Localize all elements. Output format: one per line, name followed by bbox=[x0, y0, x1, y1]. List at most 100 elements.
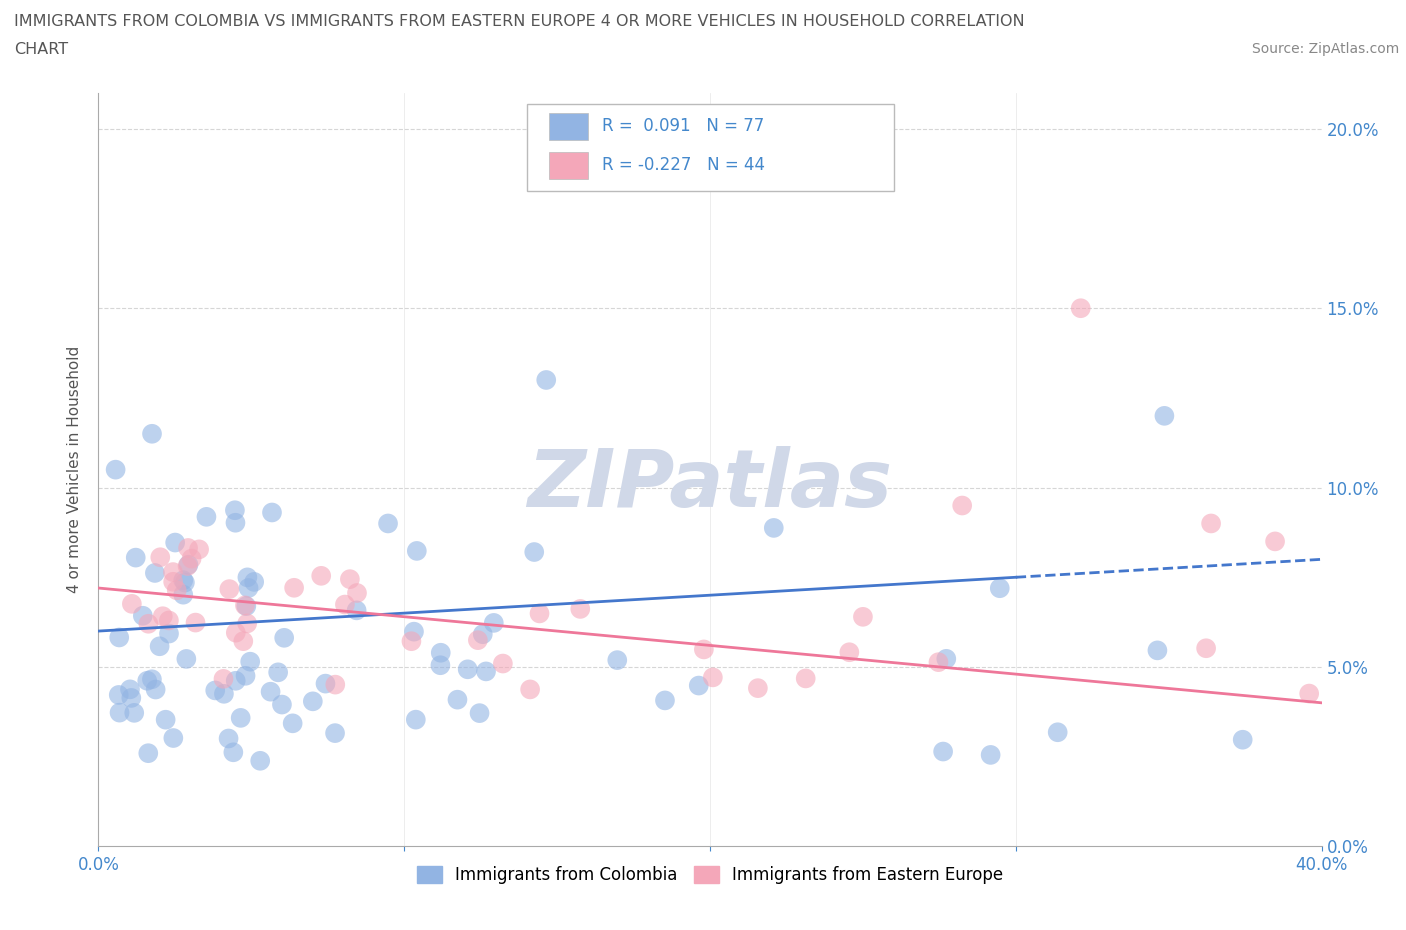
Point bbox=[122, 706, 145, 721]
Point bbox=[195, 510, 218, 525]
Point bbox=[429, 658, 451, 672]
Point bbox=[166, 583, 188, 598]
Point bbox=[235, 669, 257, 684]
Point bbox=[225, 673, 247, 688]
Point bbox=[523, 545, 546, 560]
Point bbox=[157, 613, 180, 628]
Point bbox=[323, 677, 346, 692]
Point bbox=[239, 654, 262, 669]
Point bbox=[1153, 408, 1175, 423]
Point bbox=[165, 535, 187, 550]
Point bbox=[323, 725, 346, 740]
Point bbox=[243, 575, 266, 590]
Point bbox=[236, 616, 259, 631]
Point bbox=[259, 684, 281, 699]
Point bbox=[271, 698, 294, 712]
Point bbox=[229, 711, 252, 725]
Point bbox=[606, 653, 628, 668]
Text: R =  0.091   N = 77: R = 0.091 N = 77 bbox=[602, 117, 765, 135]
Point bbox=[1199, 516, 1222, 531]
Point bbox=[232, 633, 254, 648]
Point bbox=[138, 617, 160, 631]
Point bbox=[120, 690, 142, 705]
Point bbox=[177, 557, 200, 572]
Text: R = -0.227   N = 44: R = -0.227 N = 44 bbox=[602, 156, 765, 174]
Point bbox=[932, 744, 955, 759]
Point bbox=[283, 580, 305, 595]
Point bbox=[273, 631, 295, 645]
Point bbox=[950, 498, 973, 513]
Point bbox=[136, 673, 159, 688]
Point bbox=[301, 694, 323, 709]
Point bbox=[162, 565, 184, 579]
Point bbox=[176, 652, 198, 667]
Point bbox=[405, 712, 427, 727]
Text: IMMIGRANTS FROM COLOMBIA VS IMMIGRANTS FROM EASTERN EUROPE 4 OR MORE VEHICLES IN: IMMIGRANTS FROM COLOMBIA VS IMMIGRANTS F… bbox=[14, 14, 1025, 29]
Point bbox=[212, 686, 235, 701]
Point bbox=[176, 559, 198, 574]
Bar bbox=[548, 152, 588, 179]
Point bbox=[218, 581, 240, 596]
Point bbox=[838, 644, 860, 659]
Point bbox=[794, 671, 817, 685]
Point bbox=[162, 731, 184, 746]
Point bbox=[429, 645, 451, 660]
Point bbox=[104, 462, 127, 477]
Point bbox=[980, 748, 1002, 763]
Point bbox=[184, 615, 207, 630]
Point bbox=[224, 503, 246, 518]
Point bbox=[935, 651, 957, 666]
Point bbox=[492, 656, 515, 671]
Point bbox=[519, 682, 541, 697]
Point bbox=[457, 662, 479, 677]
Point bbox=[482, 616, 505, 631]
Point bbox=[688, 678, 710, 693]
Point bbox=[218, 731, 240, 746]
Point bbox=[314, 676, 336, 691]
Point bbox=[233, 598, 256, 613]
Point bbox=[1232, 732, 1254, 747]
Point bbox=[536, 373, 558, 388]
Point bbox=[236, 570, 259, 585]
Point bbox=[249, 753, 271, 768]
Point bbox=[172, 573, 194, 588]
Point bbox=[260, 505, 283, 520]
Point bbox=[118, 682, 141, 697]
Point bbox=[339, 572, 361, 587]
Point bbox=[141, 671, 163, 686]
Point bbox=[762, 521, 785, 536]
Point bbox=[108, 630, 131, 644]
Point bbox=[107, 687, 129, 702]
Point bbox=[149, 639, 172, 654]
Point bbox=[225, 625, 247, 640]
Point bbox=[467, 632, 489, 647]
Point bbox=[333, 597, 356, 612]
Legend: Immigrants from Colombia, Immigrants from Eastern Europe: Immigrants from Colombia, Immigrants fro… bbox=[411, 859, 1010, 891]
Point bbox=[224, 515, 246, 530]
Point bbox=[1298, 686, 1320, 701]
Point bbox=[108, 705, 131, 720]
Point bbox=[141, 426, 163, 441]
Text: ZIPatlas: ZIPatlas bbox=[527, 445, 893, 524]
Point bbox=[475, 664, 498, 679]
Point bbox=[212, 671, 235, 686]
Text: CHART: CHART bbox=[14, 42, 67, 57]
Point bbox=[136, 746, 159, 761]
Point bbox=[702, 670, 724, 684]
Point bbox=[162, 575, 184, 590]
Point bbox=[1070, 300, 1092, 315]
Point bbox=[125, 551, 148, 565]
FancyBboxPatch shape bbox=[526, 104, 893, 191]
Point bbox=[267, 665, 290, 680]
Point bbox=[152, 609, 174, 624]
Point bbox=[927, 655, 949, 670]
Point bbox=[852, 609, 875, 624]
Point bbox=[132, 608, 155, 623]
Point bbox=[529, 606, 551, 621]
Point bbox=[693, 642, 716, 657]
Y-axis label: 4 or more Vehicles in Household: 4 or more Vehicles in Household bbox=[67, 346, 83, 593]
Point bbox=[468, 706, 491, 721]
Point bbox=[401, 633, 423, 648]
Point bbox=[1264, 534, 1286, 549]
Point bbox=[988, 581, 1011, 596]
